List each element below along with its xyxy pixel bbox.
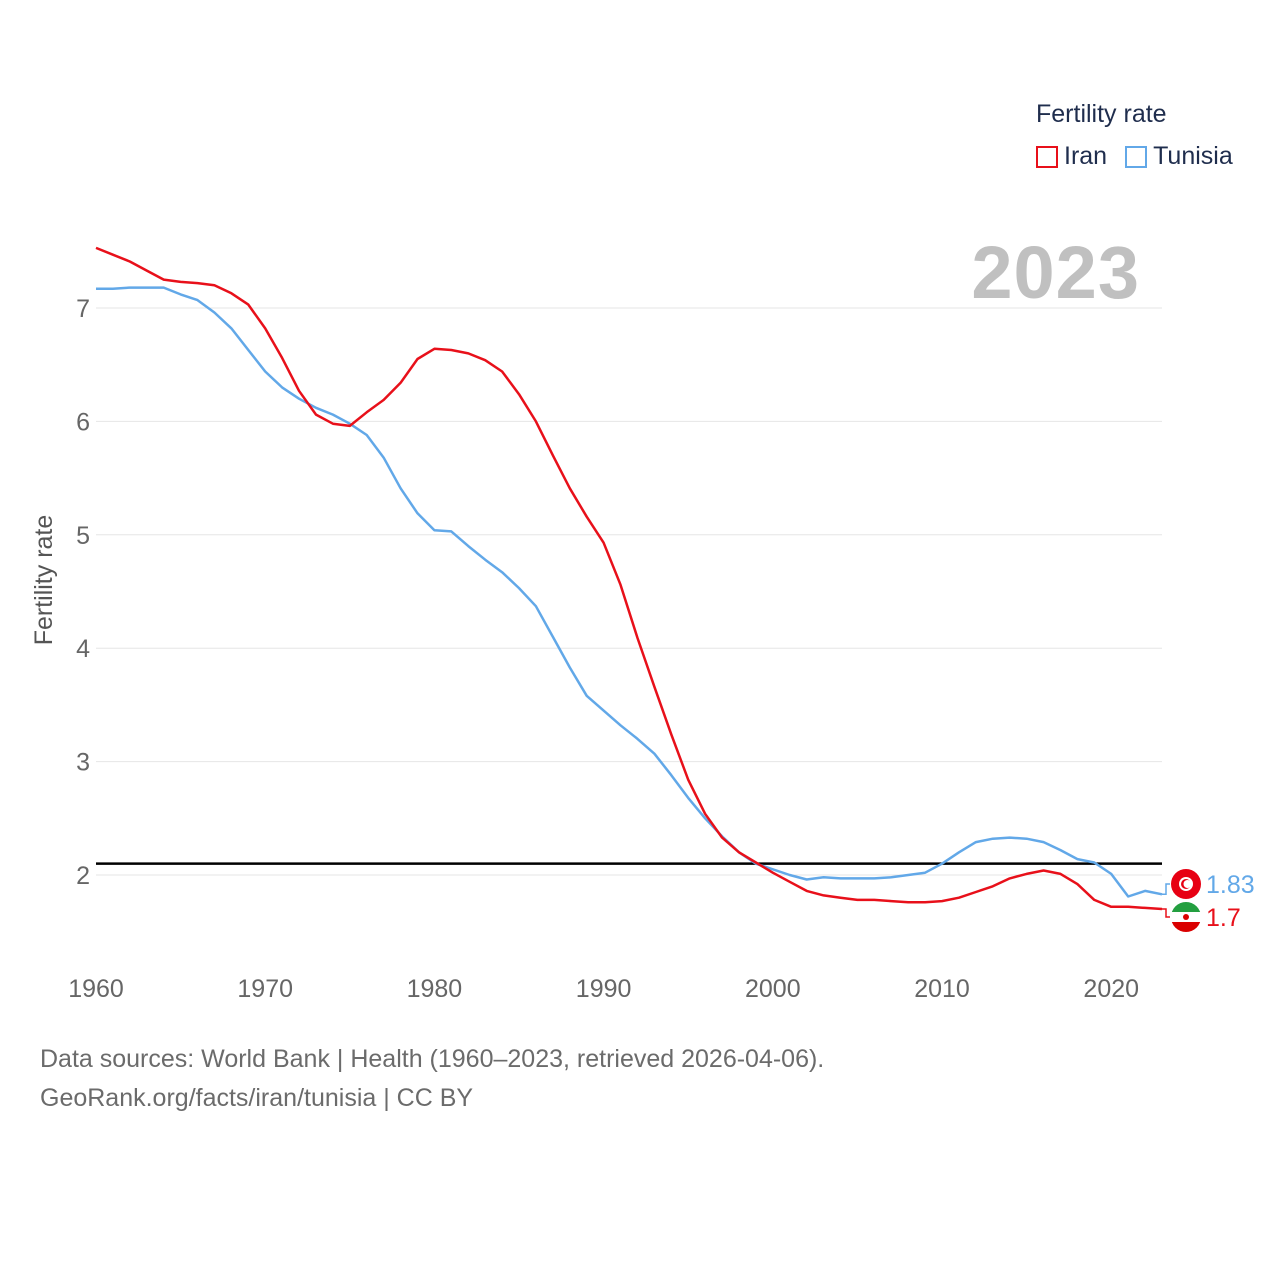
y-tick-label: 2 [76, 862, 90, 890]
end-connector-tunisia [1162, 883, 1170, 896]
gridlines [96, 307, 1162, 876]
footer-link[interactable]: GeoRank.org/facts/iran/tunisia | CC BY [40, 1084, 474, 1112]
x-tick-label: 1970 [237, 975, 293, 1003]
x-tick-label: 2010 [914, 975, 970, 1003]
tunisia-flag-icon [1171, 869, 1201, 899]
y-axis-label: Fertility rate [30, 515, 58, 646]
x-tick-label: 1980 [407, 975, 463, 1003]
y-tick-label: 6 [76, 408, 90, 436]
legend-item-tunisia[interactable]: Tunisia [1125, 142, 1233, 171]
y-tick-label: 5 [76, 522, 90, 550]
y-tick-label: 3 [76, 749, 90, 777]
x-axis-ticks: 1960 1970 1980 1990 2000 2010 2020 [68, 975, 1139, 1003]
x-tick-label: 2020 [1083, 975, 1139, 1003]
x-tick-label: 2000 [745, 975, 801, 1003]
legend-title: Fertility rate [1036, 100, 1167, 128]
x-tick-label: 1990 [576, 975, 632, 1003]
series-line-tunisia[interactable] [96, 286, 1163, 898]
footer-sources: Data sources: World Bank | Health (1960–… [40, 1045, 825, 1073]
legend-item-iran[interactable]: Iran [1036, 142, 1107, 171]
end-label-tunisia: 1.83 [1206, 871, 1255, 899]
y-axis-ticks: 2 3 4 5 6 7 [76, 295, 90, 890]
legend-swatch-iran [1036, 145, 1058, 168]
end-connector-iran [1162, 908, 1170, 918]
legend: Iran Tunisia [1036, 142, 1251, 171]
y-tick-label: 4 [76, 635, 90, 663]
x-tick-label: 1960 [68, 975, 124, 1003]
legend-label-tunisia: Tunisia [1153, 142, 1233, 170]
legend-label-iran: Iran [1064, 142, 1108, 170]
series-lines [95, 246, 1163, 911]
series-line-iran[interactable] [95, 246, 1163, 911]
end-labels: 1.7 1.83 [1162, 869, 1255, 932]
legend-swatch-tunisia [1125, 145, 1148, 168]
iran-flag-icon [1171, 902, 1201, 932]
y-tick-label: 7 [76, 295, 90, 323]
year-label: 2023 [971, 231, 1140, 314]
end-label-iran: 1.7 [1206, 904, 1241, 932]
